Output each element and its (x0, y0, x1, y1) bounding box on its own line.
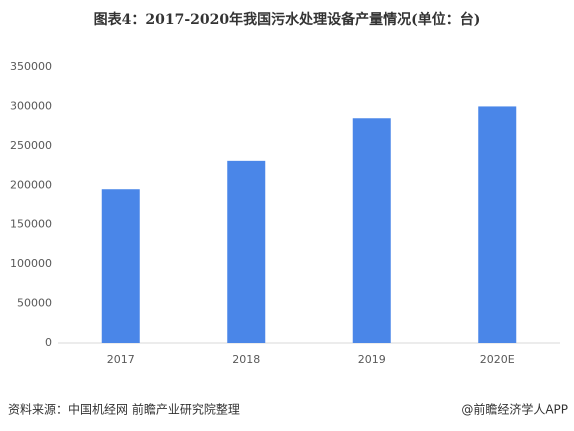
y-tick-label: 300000 (10, 99, 52, 112)
x-tick-label: 2020E (480, 353, 515, 366)
y-tick-label: 100000 (10, 257, 52, 270)
x-tick-label: 2019 (358, 353, 386, 366)
x-tick-label: 2018 (232, 353, 260, 366)
y-tick-label: 150000 (10, 218, 52, 231)
y-tick-label: 350000 (10, 60, 52, 73)
bar (352, 118, 391, 343)
y-tick-label: 50000 (17, 297, 52, 310)
bar (227, 160, 266, 343)
y-tick-label: 250000 (10, 139, 52, 152)
y-tick-label: 0 (45, 336, 52, 349)
source-note: 资料来源：中国机经网 前瞻产业研究院整理 (8, 402, 240, 417)
bar (478, 106, 517, 343)
brand-note: @前瞻经济学人APP (461, 402, 568, 417)
bar (101, 189, 140, 343)
y-tick-label: 200000 (10, 178, 52, 191)
chart-title: 图表4：2017-2020年我国污水处理设备产量情况(单位：台) (94, 11, 481, 28)
x-tick-label: 2017 (107, 353, 135, 366)
